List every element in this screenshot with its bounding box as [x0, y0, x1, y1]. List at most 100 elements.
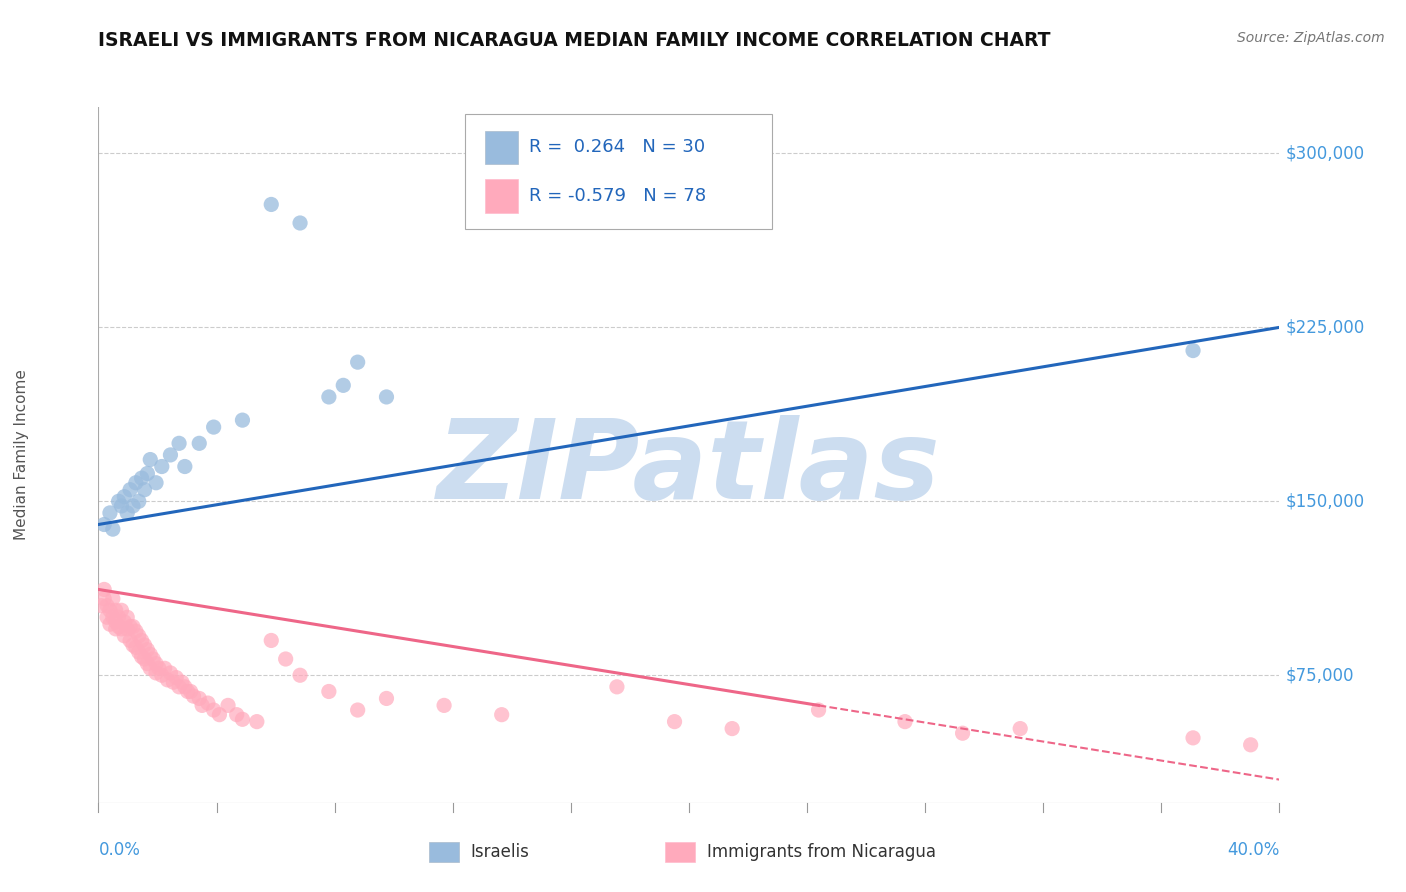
Point [1182, 731, 1205, 745]
Point [1240, 738, 1263, 752]
Point [150, 668, 173, 682]
FancyBboxPatch shape [665, 842, 695, 862]
Point [173, 459, 195, 474]
Point [1010, 722, 1032, 736]
FancyBboxPatch shape [464, 114, 772, 229]
Point [120, 633, 142, 648]
Point [104, 603, 127, 617]
Text: 0.0%: 0.0% [98, 841, 141, 859]
Point [197, 696, 219, 710]
Text: Source: ZipAtlas.com: Source: ZipAtlas.com [1237, 31, 1385, 45]
FancyBboxPatch shape [429, 842, 458, 862]
Point [191, 698, 214, 713]
Text: $150,000: $150,000 [1285, 492, 1364, 510]
Point [180, 684, 202, 698]
Point [156, 673, 179, 687]
Point [162, 675, 184, 690]
Point [101, 522, 124, 536]
Point [167, 680, 190, 694]
Point [894, 714, 917, 729]
Point [96, 610, 118, 624]
Point [90, 599, 112, 613]
Point [260, 633, 283, 648]
Point [952, 726, 974, 740]
Point [139, 648, 162, 662]
Point [288, 216, 311, 230]
Point [120, 483, 142, 497]
Point [153, 661, 176, 675]
Point [664, 714, 686, 729]
Text: Israelis: Israelis [471, 843, 529, 861]
Point [606, 680, 628, 694]
Point [332, 378, 354, 392]
Point [131, 471, 153, 485]
Point [177, 684, 200, 698]
Point [274, 652, 297, 666]
Point [188, 691, 211, 706]
Point [433, 698, 456, 713]
Point [104, 615, 127, 629]
Point [112, 615, 135, 629]
Point [115, 610, 138, 624]
Point [136, 467, 159, 481]
Point [167, 436, 190, 450]
Point [173, 680, 195, 694]
Point [125, 475, 148, 490]
Point [260, 197, 283, 211]
Point [93, 517, 115, 532]
Point [98, 603, 121, 617]
Point [150, 459, 173, 474]
Point [134, 652, 156, 666]
Point [318, 684, 340, 698]
Point [128, 494, 150, 508]
Point [145, 657, 167, 671]
Point [225, 707, 247, 722]
Point [93, 591, 115, 606]
Point [1182, 343, 1205, 358]
Point [131, 649, 153, 664]
Point [159, 665, 181, 680]
Point [721, 722, 744, 736]
Text: ZIPatlas: ZIPatlas [437, 416, 941, 523]
Point [131, 633, 153, 648]
Text: $225,000: $225,000 [1285, 318, 1365, 336]
Point [107, 619, 129, 633]
Point [375, 390, 398, 404]
Point [145, 475, 167, 490]
Point [115, 506, 138, 520]
Text: R = -0.579   N = 78: R = -0.579 N = 78 [530, 187, 707, 205]
Point [231, 413, 253, 427]
Point [318, 390, 340, 404]
Point [165, 671, 187, 685]
Point [110, 622, 132, 636]
Point [110, 603, 132, 617]
Text: $300,000: $300,000 [1285, 145, 1364, 162]
Point [375, 691, 398, 706]
Point [112, 629, 135, 643]
Point [93, 582, 115, 597]
Text: ISRAELI VS IMMIGRANTS FROM NICARAGUA MEDIAN FAMILY INCOME CORRELATION CHART: ISRAELI VS IMMIGRANTS FROM NICARAGUA MED… [98, 31, 1050, 50]
Point [125, 640, 148, 655]
Point [202, 420, 225, 434]
Point [134, 638, 156, 652]
Point [145, 665, 167, 680]
Point [159, 448, 181, 462]
Point [188, 436, 211, 450]
Point [98, 617, 121, 632]
Point [807, 703, 830, 717]
Point [107, 494, 129, 508]
Point [139, 452, 162, 467]
Point [120, 619, 142, 633]
Point [134, 483, 156, 497]
Point [139, 661, 162, 675]
Point [128, 629, 150, 643]
Point [136, 642, 159, 657]
Point [96, 599, 118, 613]
Text: R =  0.264   N = 30: R = 0.264 N = 30 [530, 138, 706, 156]
Point [246, 714, 269, 729]
Point [122, 638, 145, 652]
Point [122, 499, 145, 513]
Point [104, 622, 127, 636]
Point [148, 661, 170, 675]
Point [112, 490, 135, 504]
